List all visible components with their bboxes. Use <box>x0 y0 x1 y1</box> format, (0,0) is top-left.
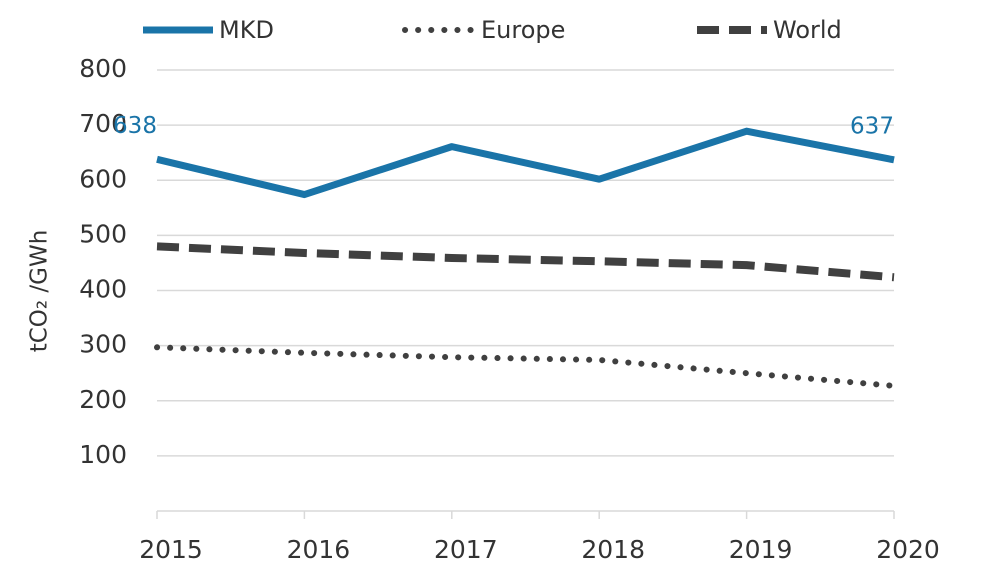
x-tick-label: 2020 <box>876 535 940 563</box>
y-tick-label: 800 <box>79 54 127 83</box>
data-label: 638 <box>113 113 157 139</box>
x-tick-label: 2018 <box>581 535 645 563</box>
series-line <box>156 242 895 282</box>
legend-label: Europe <box>481 16 565 44</box>
y-tick-label: 300 <box>79 330 127 359</box>
series-line <box>156 127 895 199</box>
y-tick-label: 400 <box>79 275 127 304</box>
series-line <box>154 344 897 389</box>
y-tick-label: 200 <box>79 385 127 414</box>
y-tick-label: 700 <box>79 109 127 138</box>
x-tick-label: 2019 <box>729 535 793 563</box>
legend-label: World <box>773 16 842 44</box>
x-tick-label: 2017 <box>434 535 498 563</box>
x-tick-label: 2015 <box>139 535 203 563</box>
legend-label: MKD <box>219 16 274 44</box>
y-tick-label: 100 <box>79 440 127 469</box>
data-label: 637 <box>850 113 894 139</box>
y-tick-label: 500 <box>79 219 127 248</box>
y-axis-label: tCO₂ /GWh <box>27 230 53 353</box>
y-tick-label: 600 <box>79 164 127 193</box>
x-tick-label: 2016 <box>287 535 351 563</box>
